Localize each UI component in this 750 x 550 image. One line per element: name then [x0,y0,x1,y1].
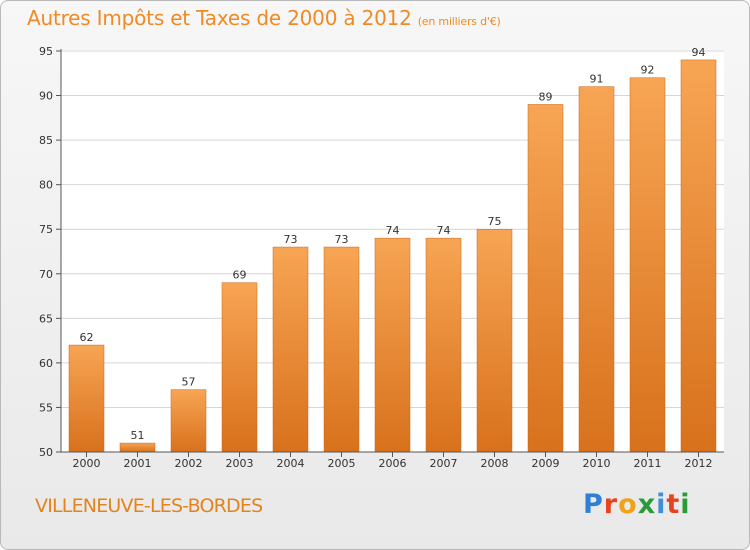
bar [272,246,309,453]
y-tick-label: 70 [39,268,53,281]
bar [425,237,462,453]
bar [527,104,564,453]
x-tick-label: 2010 [583,457,611,470]
bar [221,282,258,453]
x-tick-label: 2007 [430,457,458,470]
y-tick-label: 80 [39,179,53,192]
x-tick-label: 2000 [73,457,101,470]
x-tick-label: 2012 [685,457,713,470]
chart-title-text: Autres Impôts et Taxes de 2000 à 2012 [27,6,412,30]
x-tick-label: 2011 [634,457,662,470]
y-tick-label: 50 [39,446,53,459]
bar-value-label: 89 [539,90,553,103]
x-tick-label: 2005 [328,457,356,470]
proxiti-logo: Proxiti [583,489,691,520]
y-tick-label: 65 [39,312,53,325]
bar-value-label: 69 [233,269,247,282]
x-tick-label: 2003 [226,457,254,470]
logo-letter: P [583,489,604,520]
chart-title: Autres Impôts et Taxes de 2000 à 2012 (en… [27,6,501,30]
bar-value-label: 73 [284,233,298,246]
bar [476,228,513,453]
logo-letter: i [680,489,691,520]
chart-unit-label: (en milliers d'€) [417,15,501,28]
bar-value-label: 75 [488,215,502,228]
bar [578,86,615,453]
logo-letter: t [666,489,681,520]
bar [374,237,411,453]
logo-letter: r [603,489,619,520]
bar-value-label: 92 [641,64,655,77]
bar [629,77,666,453]
logo-letter: i [656,489,667,520]
bar [323,246,360,453]
x-tick-label: 2008 [481,457,509,470]
bar-value-label: 74 [386,224,400,237]
bar-value-label: 73 [335,233,349,246]
logo-letter: o [618,489,638,520]
bar [119,442,156,453]
bar [68,344,105,453]
commune-name: VILLENEUVE-LES-BORDES [35,495,263,517]
y-tick-label: 90 [39,90,53,103]
y-tick-label: 75 [39,223,53,236]
x-tick-label: 2001 [124,457,152,470]
bar [170,389,207,453]
bar-value-label: 51 [131,429,145,442]
bar-value-label: 91 [590,73,604,86]
bar-value-label: 74 [437,224,451,237]
y-tick-label: 60 [39,357,53,370]
logo-letter: x [637,489,657,520]
x-tick-label: 2009 [532,457,560,470]
axes: 50 55 60 65 70 75 80 85 90 95 2000 2001 2002 2003 2004… [39,45,724,470]
bars: 62 51 57 69 73 73 74 74 75 89 91 92 94 [68,46,717,453]
y-tick-label: 85 [39,134,53,147]
y-tick-label: 55 [39,401,53,414]
x-tick-label: 2006 [379,457,407,470]
x-tick-label: 2002 [175,457,203,470]
bar-value-label: 62 [80,331,94,344]
y-tick-label: 95 [39,45,53,58]
bar-value-label: 94 [692,46,706,59]
x-tick-label: 2004 [277,457,305,470]
bar [680,59,717,453]
bar-value-label: 57 [182,376,196,389]
